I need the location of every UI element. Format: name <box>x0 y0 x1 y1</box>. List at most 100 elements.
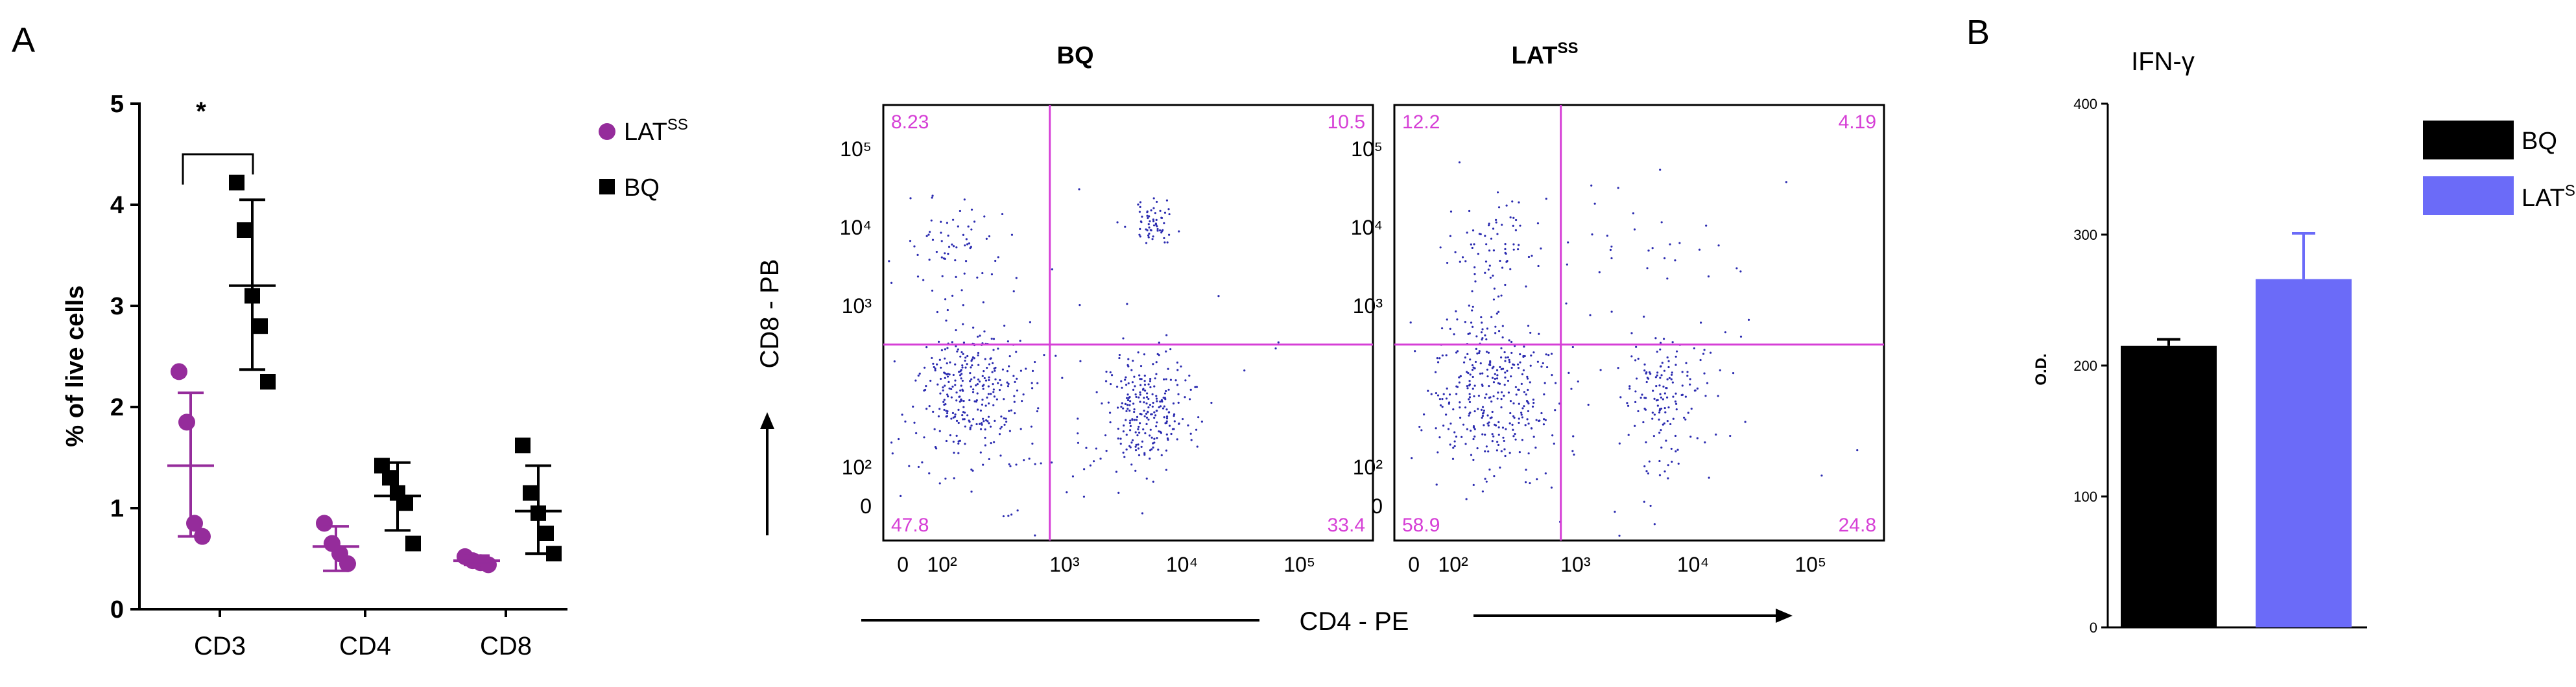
flow-event-dot <box>1667 406 1670 409</box>
flow-event-dot <box>1152 446 1154 449</box>
flow-event-dot <box>1536 222 1540 225</box>
flow-event-dot <box>1459 375 1462 378</box>
flow-event-dot <box>1689 383 1691 386</box>
flow-event-dot <box>970 385 972 388</box>
flow-event-dot <box>1491 377 1494 379</box>
flow-event-dot <box>1669 423 1672 426</box>
flow-event-dot <box>1031 382 1033 384</box>
flow-event-dot <box>1156 200 1158 204</box>
flow-event-dot <box>977 364 980 366</box>
flow-event-dot <box>1007 385 1010 388</box>
flow-event-dot <box>1516 363 1520 366</box>
flow-event-dot <box>1667 477 1669 480</box>
flow-event-dot <box>1121 402 1123 404</box>
flow-event-dot <box>1709 351 1712 354</box>
flow-event-dot <box>1628 385 1631 388</box>
flow-event-dot <box>1462 423 1465 426</box>
flow-event-dot <box>999 427 1002 430</box>
flow-event-dot <box>1466 428 1468 430</box>
flow-event-dot <box>1156 410 1158 412</box>
flow-event-dot <box>1139 401 1141 403</box>
flow-event-dot <box>1544 382 1546 384</box>
flow-event-dot <box>1167 388 1170 391</box>
flow-event-dot <box>1527 325 1530 327</box>
flow-event-dot <box>1669 243 1671 246</box>
flow-event-dot <box>1099 458 1102 460</box>
flow-event-dot <box>1125 376 1127 378</box>
flow-event-dot <box>1141 215 1143 218</box>
flow-event-dot <box>1468 396 1472 399</box>
flow-y-tick-label: 10³ <box>1353 294 1383 318</box>
quadrant-label: 58.9 <box>1402 515 1440 536</box>
flow-event-dot <box>964 244 966 247</box>
flow-event-dot <box>1167 411 1171 413</box>
flow-event-dot <box>1537 264 1540 268</box>
flow-event-dot <box>1699 321 1702 324</box>
flow-event-dot <box>1169 378 1172 381</box>
flow-event-dot <box>1485 393 1488 396</box>
flow-event-dot <box>1542 423 1545 426</box>
flow-event-dot <box>1496 441 1499 443</box>
flow-event-dot <box>1520 382 1523 386</box>
bar-chart-legend: BQ LATSS <box>2423 121 2576 215</box>
flow-event-dot <box>987 385 990 388</box>
flow-event-dot <box>954 259 957 262</box>
flow-event-dot <box>1518 201 1520 204</box>
flow-event-dot <box>1662 385 1665 388</box>
flow-event-dot <box>1422 413 1425 415</box>
flow-event-dot <box>1492 298 1496 301</box>
flow-event-dot <box>1747 318 1750 321</box>
flow-event-dot <box>1154 222 1157 225</box>
flow-event-dot <box>1468 401 1472 403</box>
flow-plot-latss: 12.2 4.19 58.9 24.8 0 10² 10³ 10⁴ 10⁵ 0 10² 10³ 10⁴ 1… <box>1351 104 1885 576</box>
flow-event-dot <box>1134 448 1138 452</box>
flow-event-dot <box>1165 199 1169 202</box>
flow-event-dot <box>1504 248 1507 250</box>
flow-event-dot <box>1163 241 1166 244</box>
flow-x-tick-label: 0 <box>1408 553 1420 576</box>
flow-event-dot <box>1149 380 1152 382</box>
flow-event-dot <box>1627 434 1630 436</box>
flow-event-dot <box>952 245 955 248</box>
flow-event-dot <box>1628 388 1631 390</box>
flow-event-dot <box>1487 268 1490 271</box>
flow-event-dot <box>1739 335 1743 338</box>
flow-event-dot <box>988 363 991 366</box>
flow-event-dot <box>1155 361 1158 364</box>
flow-event-dot <box>1489 276 1492 279</box>
flow-event-dot <box>957 421 960 425</box>
flow-event-dot <box>1031 387 1034 390</box>
flow-event-dot <box>1138 396 1140 399</box>
flow-event-dot <box>1135 395 1138 399</box>
flow-event-dot <box>1152 218 1154 221</box>
flow-event-dot <box>1567 241 1569 244</box>
flow-event-dot <box>1014 380 1016 384</box>
flow-event-dot <box>943 408 946 412</box>
flow-event-dot <box>1461 256 1464 259</box>
flow-event-dot <box>1503 384 1506 386</box>
flow-event-dot <box>1478 350 1481 353</box>
flow-event-dot <box>989 425 992 428</box>
flow-event-dot <box>1598 271 1601 274</box>
flow-event-dot <box>1243 369 1246 372</box>
flow-event-dot <box>1658 432 1661 434</box>
flow-event-dot <box>1139 205 1141 209</box>
flow-event-dot <box>1671 371 1673 374</box>
flow-event-dot <box>1020 428 1022 430</box>
flow-event-dot <box>959 209 961 213</box>
flow-event-dot <box>1630 355 1633 358</box>
flow-event-dot <box>1485 338 1488 341</box>
flow-event-dot <box>1464 406 1467 409</box>
flow-event-dot <box>1519 353 1521 356</box>
flow-event-dot <box>1645 371 1648 374</box>
flow-event-dot <box>1499 259 1501 262</box>
flow-event-dot <box>960 289 963 292</box>
flow-event-dot <box>1151 436 1153 439</box>
flow-event-dot <box>1083 468 1086 471</box>
flow-event-dot <box>1497 421 1500 423</box>
flow-event-dot <box>970 366 972 369</box>
flow-event-dot <box>1668 377 1671 379</box>
flow-event-dot <box>1451 458 1455 460</box>
flow-event-dot <box>1449 210 1453 213</box>
flow-event-dot <box>962 400 965 402</box>
